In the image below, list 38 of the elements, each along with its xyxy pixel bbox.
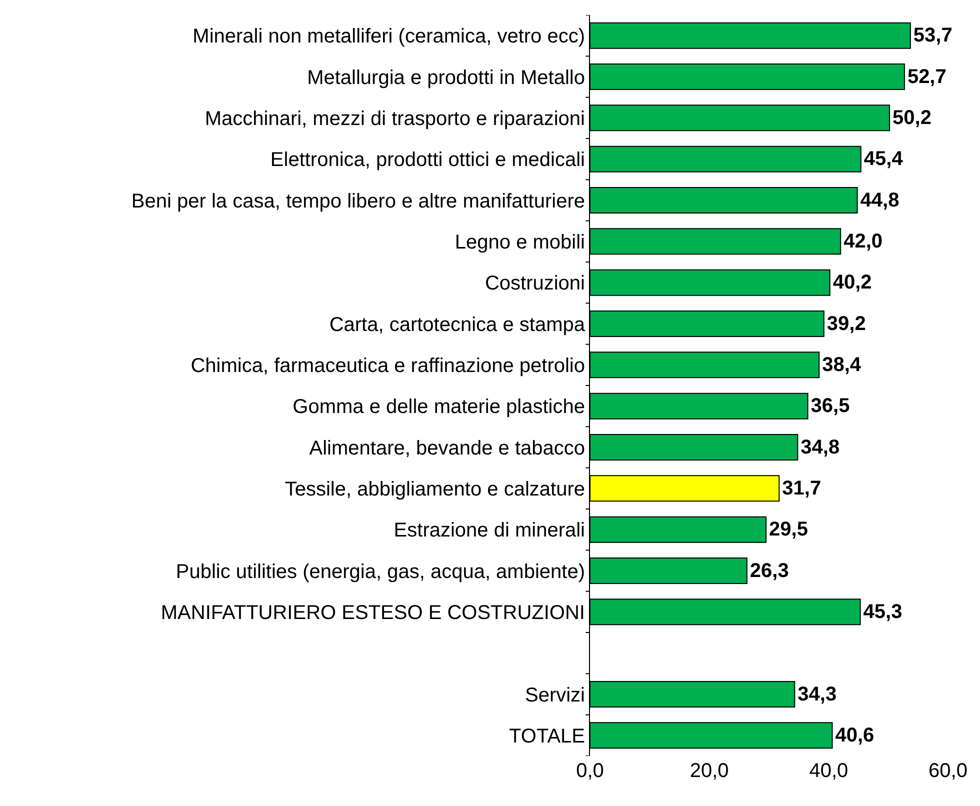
x-tick-label: 60,0 bbox=[928, 760, 968, 782]
data-label: 26,3 bbox=[750, 560, 789, 582]
y-tick-label: Minerali non metalliferi (ceramica, vetro ecc) bbox=[192, 26, 585, 48]
data-label: 31,7 bbox=[782, 477, 822, 500]
data-label: 45,3 bbox=[863, 600, 902, 623]
y-tick-label: Macchinari, mezzi di trasporto e riparazioni bbox=[204, 108, 585, 130]
data-label: 29,5 bbox=[769, 518, 808, 541]
y-tick-label: Alimentare, bevande e tabacco bbox=[309, 437, 585, 460]
data-label: 34,8 bbox=[800, 436, 840, 458]
data-label: 42,0 bbox=[844, 230, 883, 252]
y-tick-label: Servizi bbox=[524, 684, 585, 706]
y-tick-label: Metallurgia e prodotti in Metallo bbox=[307, 66, 585, 89]
data-label: 36,5 bbox=[810, 395, 850, 418]
data-label: 44,8 bbox=[860, 189, 900, 212]
x-tick-label: 40,0 bbox=[809, 760, 848, 782]
data-label: 53,7 bbox=[913, 24, 952, 47]
data-label: 40,6 bbox=[835, 724, 874, 746]
data-label: 52,7 bbox=[907, 66, 946, 88]
data-label: 40,2 bbox=[832, 272, 872, 294]
y-tick-label: Estrazione di minerali bbox=[394, 520, 585, 542]
y-tick-label: Beni per la casa, tempo libero e altre manifatturiere bbox=[131, 190, 585, 212]
y-tick-label: MANIFATTURIERO ESTESO E COSTRUZIONI bbox=[160, 602, 585, 624]
y-tick-label: Gomma e delle materie plastiche bbox=[292, 396, 585, 418]
y-tick-label: TOTALE bbox=[509, 725, 585, 748]
y-tick-label: Chimica, farmaceutica e raffinazione petrolio bbox=[190, 354, 585, 377]
data-label: 45,4 bbox=[864, 148, 904, 170]
data-label: 39,2 bbox=[826, 312, 866, 335]
y-tick-label: Public utilities (energia, gas, acqua, ambiente) bbox=[176, 560, 585, 583]
y-tick-label: Tessile, abbigliamento e calzature bbox=[284, 478, 585, 500]
y-tick-label: Legno e mobili bbox=[454, 231, 585, 254]
y-tick-label: Costruzioni bbox=[484, 272, 585, 295]
data-label: 38,4 bbox=[822, 354, 862, 376]
y-tick-label: Elettronica, prodotti ottici e medicali bbox=[270, 149, 585, 172]
x-tick-label: 20,0 bbox=[690, 760, 729, 782]
x-tick-label: 0,0 bbox=[576, 760, 604, 782]
y-tick-label: Carta, cartotecnica e stampa bbox=[329, 314, 586, 336]
data-label: 34,3 bbox=[798, 683, 837, 706]
data-label: 50,2 bbox=[892, 106, 932, 129]
